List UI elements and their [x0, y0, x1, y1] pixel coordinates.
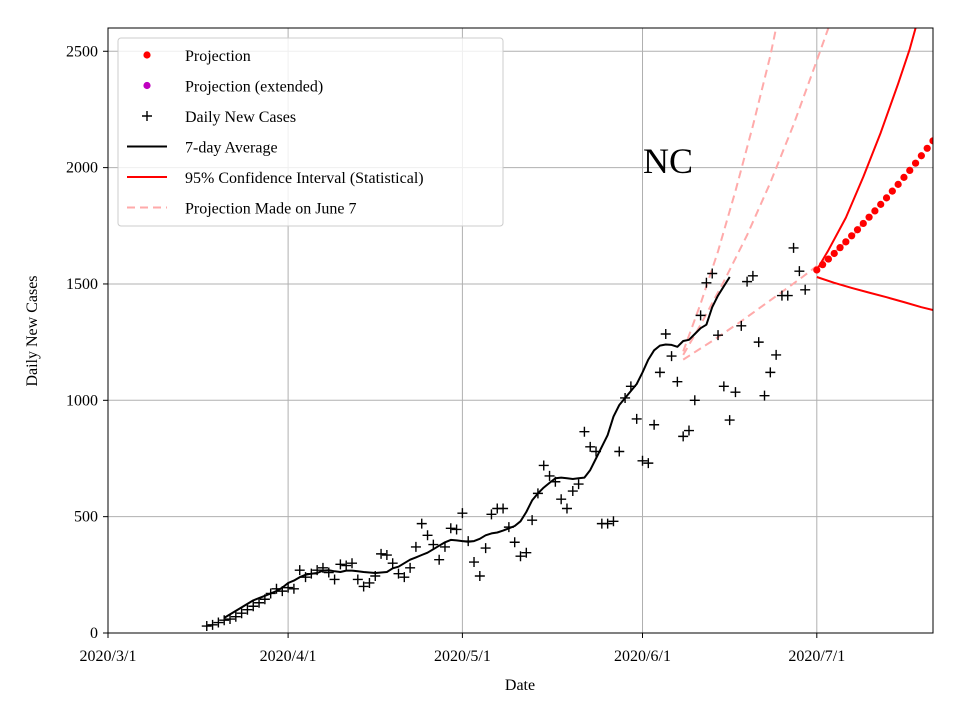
legend-label: 95% Confidence Interval (Statistical) [185, 170, 424, 187]
x-tick-label: 2020/7/1 [788, 648, 845, 665]
chart: 2020/3/1 2020/4/1 2020/5/1 2020/6/1 2020/7/1… [0, 0, 960, 720]
x-tick-label: 2020/4/1 [260, 648, 317, 665]
projection-point [819, 261, 826, 268]
legend-label: Projection [185, 48, 251, 65]
projection-point [883, 194, 890, 201]
projection-point [889, 188, 896, 195]
x-axis-title: Date [505, 677, 535, 694]
projection-point [918, 152, 925, 159]
x-tick-label: 2020/5/1 [434, 648, 491, 665]
projection-point [877, 201, 884, 208]
legend: Projection Projection (extended) Daily New… [118, 38, 503, 226]
projection-point [813, 266, 820, 273]
projection-point [842, 238, 849, 245]
projection-point [836, 244, 843, 251]
projection-point [871, 207, 878, 214]
legend-label: Daily New Cases [185, 109, 296, 126]
legend-label: 7-day Average [185, 140, 278, 157]
y-tick-label: 1000 [66, 392, 98, 409]
projection-point [895, 181, 902, 188]
legend-dot-marker [143, 51, 150, 58]
x-tick-label: 2020/6/1 [614, 648, 671, 665]
y-tick-label: 1500 [66, 276, 98, 293]
projection-point [924, 145, 931, 152]
projection-point [912, 160, 919, 167]
y-tick-label: 2500 [66, 43, 98, 60]
x-tick-label: 2020/3/1 [80, 648, 137, 665]
chart-title: NC [643, 141, 693, 181]
legend-label: Projection (extended) [185, 79, 323, 96]
y-tick-label: 2000 [66, 160, 98, 177]
projection-point [825, 255, 832, 262]
projection-point [848, 232, 855, 239]
y-tick-label: 0 [90, 625, 98, 642]
projection-point [831, 250, 838, 257]
projection-point [854, 226, 861, 233]
y-tick-label: 500 [74, 509, 98, 526]
projection-point [906, 167, 913, 174]
legend-dot-marker [143, 82, 150, 89]
projection-point [900, 174, 907, 181]
legend-box [118, 38, 503, 226]
projection-point [860, 220, 867, 227]
y-axis-title: Daily New Cases [24, 275, 41, 386]
legend-label: Projection Made on June 7 [185, 201, 357, 218]
projection-point [865, 214, 872, 221]
